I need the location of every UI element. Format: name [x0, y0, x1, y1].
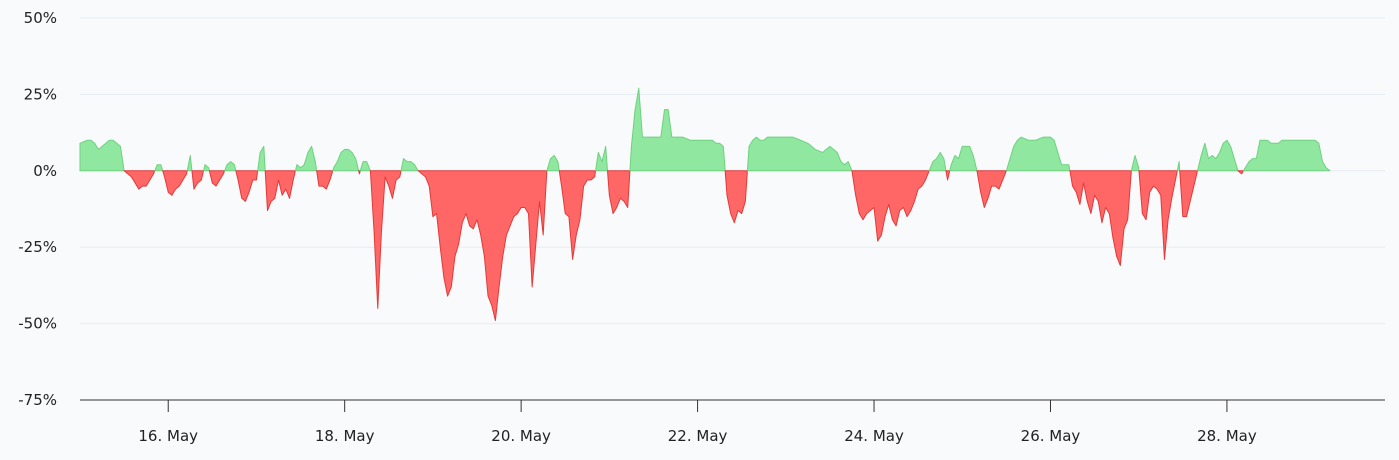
positive-area [595, 145, 609, 172]
x-tick-label: 18. May [315, 427, 375, 445]
positive-area [629, 87, 726, 172]
negative-area [851, 170, 930, 242]
positive-area [332, 148, 360, 172]
x-tick-label: 20. May [491, 427, 551, 445]
y-tick-label: -25% [18, 238, 57, 256]
area-layer [79, 87, 1331, 322]
negative-area [1179, 170, 1199, 218]
positive-area [79, 139, 125, 172]
positive-area [746, 136, 853, 172]
positive-area [546, 155, 560, 172]
negative-area [1138, 170, 1178, 260]
x-axis [80, 399, 1385, 412]
negative-area [191, 170, 205, 190]
y-tick-label: -50% [18, 315, 57, 333]
negative-area [123, 170, 156, 190]
x-tick-label: 26. May [1021, 427, 1081, 445]
negative-area [558, 170, 597, 260]
positive-area [1197, 139, 1239, 172]
y-axis-labels: 50% 25% 0% -25% -50% -75% [18, 9, 57, 409]
positive-area [1130, 155, 1140, 172]
positive-area [400, 158, 419, 172]
negative-area [976, 170, 1007, 208]
y-tick-label: 0% [33, 162, 57, 180]
x-tick-label: 24. May [844, 427, 904, 445]
x-axis-labels: 16. May 18. May 20. May 22. May 24. May 26. M… [138, 427, 1256, 445]
y-tick-label: 25% [24, 85, 57, 103]
positive-area [203, 164, 210, 172]
negative-area [945, 170, 951, 181]
positive-area [257, 145, 266, 172]
positive-area [186, 155, 193, 172]
positive-area [294, 145, 318, 172]
x-tick-label: 28. May [1197, 427, 1257, 445]
y-tick-label: -75% [18, 391, 57, 409]
negative-area [1237, 170, 1244, 175]
positive-area [1242, 139, 1331, 172]
positive-area [928, 151, 947, 172]
positive-area [949, 145, 978, 172]
positive-area [154, 164, 164, 172]
negative-area [162, 170, 188, 196]
negative-area [724, 170, 748, 224]
negative-area [235, 170, 259, 202]
negative-area [208, 170, 226, 187]
negative-area [607, 170, 631, 215]
positive-area [1176, 161, 1181, 172]
x-tick-label: 16. May [138, 427, 198, 445]
positive-area [224, 161, 237, 172]
positive-area [359, 161, 371, 172]
negative-area [358, 170, 361, 175]
positive-area [1005, 136, 1071, 172]
negative-area [417, 170, 548, 322]
negative-area [264, 170, 296, 212]
negative-area [316, 170, 334, 190]
x-tick-label: 22. May [668, 427, 728, 445]
negative-area [369, 170, 402, 309]
y-tick-label: 50% [24, 9, 57, 27]
negative-area [1069, 170, 1132, 267]
